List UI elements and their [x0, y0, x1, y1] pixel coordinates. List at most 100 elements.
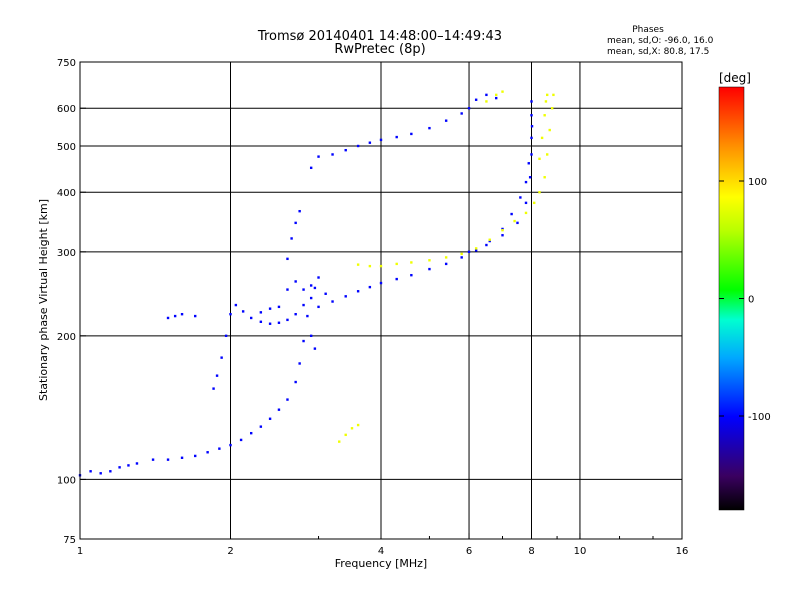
echo-point — [460, 252, 463, 256]
echo-point — [234, 303, 238, 307]
echo-point — [460, 112, 463, 115]
echo-point — [317, 155, 320, 158]
echo-point — [317, 305, 320, 309]
y-tick-label: 100 — [57, 475, 76, 486]
echo-point — [338, 440, 341, 443]
echo-point — [543, 176, 546, 179]
echo-point — [309, 296, 313, 300]
echo-point — [286, 318, 289, 322]
echo-point — [474, 249, 478, 252]
echo-point — [428, 259, 431, 262]
echo-point — [277, 321, 281, 324]
y-tick-label: 500 — [57, 142, 76, 153]
echo-point — [532, 201, 536, 205]
echo-point — [151, 458, 155, 461]
echo-point — [268, 307, 272, 310]
colorbar-tick-label: 100 — [748, 177, 767, 188]
echo-point — [277, 408, 281, 411]
colorbar-ticks: 100 0 -100 — [719, 177, 771, 423]
echo-point — [548, 128, 551, 132]
echo-point — [524, 180, 528, 184]
phase-stats-heading: Phases — [632, 25, 664, 35]
echo-point — [356, 290, 360, 293]
echo-point — [410, 132, 413, 136]
echo-point — [259, 425, 263, 428]
echo-point — [513, 219, 516, 223]
echo-point — [410, 273, 413, 277]
echo-point — [89, 470, 92, 473]
echo-point — [524, 201, 528, 205]
echo-point — [467, 107, 471, 110]
echo-point — [530, 125, 534, 128]
echo-point — [444, 119, 448, 122]
echo-point — [294, 312, 297, 316]
echo-point — [309, 284, 313, 287]
echo-point — [519, 196, 522, 199]
echo-point — [309, 166, 313, 170]
y-tick-label: 750 — [57, 58, 76, 69]
echo-point — [249, 316, 253, 320]
echo-point — [552, 93, 555, 97]
colorbar-tick-label: 0 — [748, 295, 754, 306]
echo-point — [501, 228, 504, 232]
echo-point — [410, 261, 413, 264]
echo-point — [540, 136, 544, 140]
echo-point — [166, 316, 170, 320]
echo-point — [350, 427, 354, 430]
echo-point — [268, 322, 272, 325]
echo-point — [530, 114, 533, 117]
echo-point — [538, 157, 541, 161]
figure-subtitle: RwPretec (8p) — [334, 42, 425, 57]
echo-point — [215, 374, 219, 377]
echo-point — [379, 138, 383, 142]
echo-point — [212, 387, 215, 390]
echo-point — [368, 264, 372, 268]
echo-point — [294, 280, 297, 283]
x-tick-label: 10 — [574, 546, 587, 557]
echo-point — [118, 466, 121, 469]
echo-point — [379, 264, 383, 268]
echo-point — [99, 472, 102, 475]
x-tick-label: 2 — [227, 546, 233, 557]
echo-point — [485, 243, 488, 247]
echo-point — [510, 212, 513, 216]
echo-point — [485, 100, 488, 103]
echo-point — [294, 380, 297, 384]
echo-point — [467, 250, 471, 254]
echo-point — [368, 141, 372, 144]
echo-point — [501, 227, 504, 231]
echo-point — [474, 247, 478, 250]
x-axis-label: Frequency [MHz] — [335, 557, 427, 570]
echo-point — [356, 144, 360, 148]
echo-point — [538, 191, 541, 194]
echo-point — [444, 262, 448, 266]
phase-stats-x: mean, sd,X: 80.8, 17.5 — [607, 47, 709, 57]
echo-point — [516, 221, 519, 225]
echo-point — [286, 288, 289, 291]
echo-point — [302, 303, 305, 307]
echo-point — [460, 256, 463, 259]
echo-point — [428, 126, 431, 130]
x-tick-label: 6 — [466, 546, 472, 557]
echo-point — [313, 347, 317, 350]
y-axis: 75 100 200 300 400 500 600 750 — [57, 58, 86, 546]
echo-point — [206, 451, 209, 454]
echo-point — [550, 107, 554, 110]
plot-points — [78, 90, 555, 477]
echo-point — [395, 262, 398, 266]
echo-point — [395, 277, 398, 281]
echo-point — [286, 398, 289, 401]
echo-point — [324, 292, 327, 295]
echo-point — [544, 100, 548, 103]
echo-point — [302, 339, 305, 343]
echo-point — [268, 417, 272, 420]
echo-point — [356, 423, 360, 427]
echo-point — [218, 447, 221, 450]
echo-point — [309, 334, 313, 338]
echo-point — [277, 305, 281, 309]
echo-point — [530, 136, 533, 140]
echo-point — [180, 312, 184, 316]
y-tick-label: 75 — [63, 535, 76, 546]
echo-point — [488, 239, 491, 243]
